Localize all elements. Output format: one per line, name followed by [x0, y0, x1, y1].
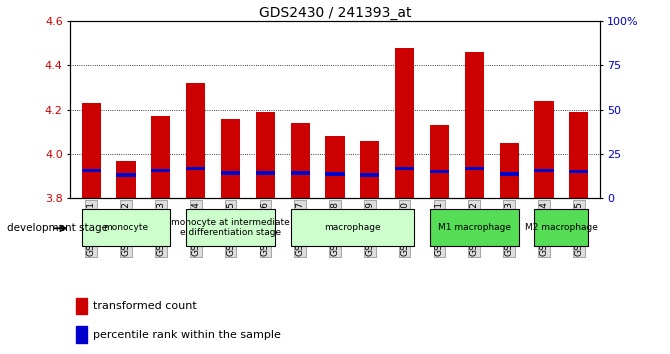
- Text: development stage: development stage: [7, 223, 108, 233]
- Bar: [465, 52, 484, 198]
- Text: percentile rank within the sample: percentile rank within the sample: [92, 330, 281, 340]
- Bar: [82, 169, 100, 172]
- Bar: [221, 171, 240, 175]
- Bar: [82, 103, 100, 198]
- Bar: [76, 297, 87, 314]
- FancyBboxPatch shape: [430, 209, 519, 246]
- Bar: [360, 173, 379, 177]
- Bar: [117, 173, 135, 177]
- Bar: [395, 48, 414, 198]
- Bar: [151, 116, 170, 198]
- Title: GDS2430 / 241393_at: GDS2430 / 241393_at: [259, 6, 411, 20]
- Bar: [186, 167, 205, 170]
- Text: M1 macrophage: M1 macrophage: [438, 223, 511, 232]
- FancyBboxPatch shape: [186, 209, 275, 246]
- Text: M2 macrophage: M2 macrophage: [525, 223, 598, 232]
- FancyBboxPatch shape: [535, 209, 588, 246]
- Text: transformed count: transformed count: [92, 301, 196, 311]
- Bar: [326, 136, 344, 198]
- Bar: [430, 125, 449, 198]
- Bar: [535, 101, 553, 198]
- Bar: [465, 167, 484, 170]
- Bar: [221, 119, 240, 198]
- Text: monocyte: monocyte: [103, 223, 149, 232]
- Bar: [326, 172, 344, 176]
- Bar: [256, 112, 275, 198]
- Bar: [360, 141, 379, 198]
- Bar: [76, 326, 87, 343]
- Bar: [117, 161, 135, 198]
- Bar: [430, 170, 449, 173]
- Bar: [570, 112, 588, 198]
- FancyBboxPatch shape: [291, 209, 414, 246]
- Bar: [256, 171, 275, 175]
- Text: macrophage: macrophage: [324, 223, 381, 232]
- Bar: [500, 143, 519, 198]
- Bar: [500, 172, 519, 176]
- Bar: [291, 171, 310, 175]
- Bar: [570, 170, 588, 173]
- Bar: [535, 169, 553, 172]
- FancyBboxPatch shape: [82, 209, 170, 246]
- Bar: [151, 169, 170, 172]
- Bar: [395, 167, 414, 170]
- Bar: [291, 123, 310, 198]
- Bar: [186, 83, 205, 198]
- Text: monocyte at intermediate
e differentiation stage: monocyte at intermediate e differentiati…: [171, 218, 290, 237]
